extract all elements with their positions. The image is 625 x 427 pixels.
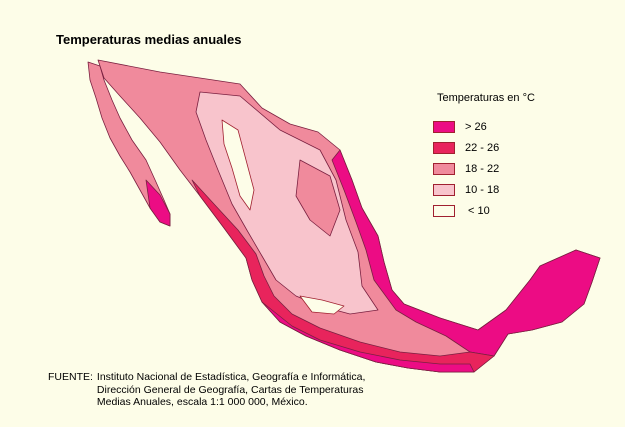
legend: Temperaturas en °C > 26 22 - 26 18 - 22 … bbox=[433, 92, 535, 221]
source-note: FUENTE: Instituto Nacional de Estadístic… bbox=[48, 371, 365, 409]
legend-swatch bbox=[433, 141, 455, 154]
legend-title: Temperaturas en °C bbox=[437, 92, 535, 104]
legend-item: 18 - 22 bbox=[433, 158, 535, 179]
highland-cold bbox=[221, 119, 255, 211]
legend-item: 10 - 18 bbox=[433, 179, 535, 200]
legend-swatch bbox=[433, 162, 455, 175]
source-line: Instituto Nacional de Estadística, Geogr… bbox=[96, 371, 366, 383]
legend-item: > 26 bbox=[433, 116, 535, 137]
legend-item: 22 - 26 bbox=[433, 137, 535, 158]
legend-unit: °C bbox=[522, 92, 535, 104]
gulf-coast-hot bbox=[331, 149, 601, 357]
legend-swatch bbox=[433, 183, 455, 196]
legend-swatch bbox=[433, 120, 455, 133]
pacific-coast-hot bbox=[261, 301, 475, 373]
source-line: Dirección General de Geografía, Cartas d… bbox=[96, 383, 364, 396]
east-plateau-warm bbox=[295, 159, 341, 237]
highland-cold bbox=[299, 295, 345, 315]
source-label: FUENTE: bbox=[48, 371, 93, 383]
legend-swatch bbox=[433, 204, 455, 217]
map-title: Temperaturas medias anuales bbox=[56, 32, 242, 47]
legend-item: < 10 bbox=[433, 200, 535, 221]
baja-coast-hot bbox=[145, 179, 171, 227]
source-line: Medias Anuales, escala 1:1 000 000, Méxi… bbox=[96, 396, 308, 408]
